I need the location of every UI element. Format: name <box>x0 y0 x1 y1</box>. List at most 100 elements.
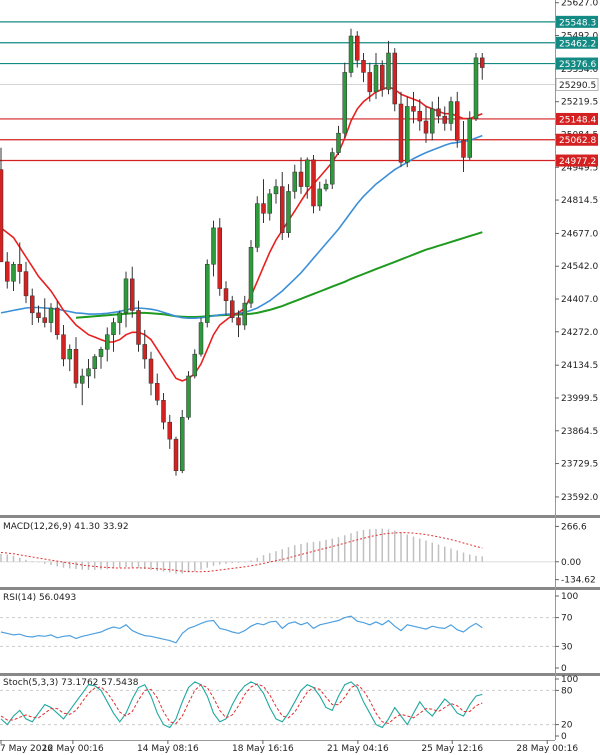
time-tick-label: 28 May 00:16 <box>516 744 578 754</box>
candle-body <box>173 438 179 471</box>
level-label-box <box>556 112 598 125</box>
panel-separator <box>0 515 600 518</box>
candle <box>411 91 416 124</box>
price-tick-label: 23864.5 <box>561 427 598 437</box>
candle <box>61 325 66 367</box>
candle-body <box>192 353 197 377</box>
panel-separator <box>0 673 600 676</box>
price-tick-label: 25492.0 <box>561 32 598 42</box>
candle <box>380 60 385 97</box>
candle <box>336 125 341 155</box>
candle <box>73 337 79 389</box>
candle-body <box>130 278 135 311</box>
time-tick-label: 25 May 12:16 <box>421 744 483 754</box>
macd-title: MACD(12,26,9) 41.30 33.92 <box>3 522 129 532</box>
candle-body <box>467 118 472 158</box>
candle-body <box>211 227 216 265</box>
candle-body <box>355 35 360 61</box>
time-tick-label: 18 May 16:16 <box>232 744 294 754</box>
candle-body <box>292 171 297 192</box>
candle-body <box>142 344 147 360</box>
candle-body <box>261 203 266 214</box>
candle <box>467 111 472 160</box>
candle-body <box>105 334 110 350</box>
candle-body <box>230 300 235 318</box>
price-tick-label: 25219.5 <box>561 98 598 108</box>
candle-body <box>217 227 222 289</box>
candle <box>186 371 191 420</box>
candle-body <box>236 317 241 326</box>
candle <box>367 62 372 102</box>
candle-body <box>423 120 429 134</box>
level-label: 25462.2 <box>559 39 596 49</box>
time-tick-label: 7 May 2026 <box>0 744 53 754</box>
candle <box>0 147 4 263</box>
candle <box>80 368 85 406</box>
rsi-tick-label: 100 <box>561 592 578 602</box>
candle <box>442 106 447 131</box>
candle-body <box>198 322 204 355</box>
level-label: 25062.8 <box>559 136 596 146</box>
level-label: 24977.2 <box>559 157 596 167</box>
candle-body <box>242 302 247 326</box>
candle <box>430 101 435 141</box>
candle-body <box>267 193 272 214</box>
candle-body <box>248 247 254 304</box>
candle <box>67 344 72 372</box>
price-tick-label: 24814.5 <box>561 196 598 206</box>
candle <box>267 189 272 221</box>
candle <box>211 220 216 277</box>
candle-body <box>455 101 460 141</box>
candle-body <box>180 417 185 471</box>
candle <box>261 179 266 223</box>
candle <box>455 91 460 148</box>
stoch-tick-label: 0 <box>561 732 567 742</box>
price-tick-label: 24542.0 <box>561 262 598 272</box>
level-label: 25548.3 <box>559 18 596 28</box>
candle-body <box>461 140 466 158</box>
rsi-tick-label: 30 <box>561 642 573 652</box>
macd-panel: MACD(12,26,9) 41.30 33.92 266.6 0.00 -134.… <box>0 522 596 586</box>
candle-body <box>367 72 372 93</box>
stoch-d-line <box>0 683 483 725</box>
candle <box>255 196 260 253</box>
current-price-box <box>555 78 599 91</box>
stoch-tick-label: 100 <box>561 675 578 685</box>
stoch-title: Stoch(5,3,3) 73.1762 57.5438 <box>3 678 139 688</box>
price-tick-label: 23729.5 <box>561 460 598 470</box>
price-tick-label: 24272.0 <box>561 328 598 338</box>
candle <box>448 96 454 131</box>
candle <box>323 179 329 192</box>
stoch-k-line <box>0 681 483 729</box>
candle-body <box>92 356 97 369</box>
candle <box>373 53 379 100</box>
macd-tick-label: 266.6 <box>561 522 587 532</box>
candle <box>111 317 116 352</box>
candle <box>248 240 254 308</box>
candle <box>405 96 410 168</box>
candle <box>292 164 297 199</box>
price-panel-bg <box>0 0 555 518</box>
candle <box>105 327 110 362</box>
candle-body <box>255 203 260 248</box>
candle <box>136 300 141 352</box>
level-label: 25148.4 <box>559 115 596 125</box>
candle <box>42 298 47 328</box>
candle-body <box>161 400 166 423</box>
candle-body <box>5 261 10 282</box>
candle <box>386 40 391 95</box>
current-price-label: 25290.5 <box>559 81 596 91</box>
candle-body <box>11 264 16 282</box>
time-tick-label: 14 May 08:16 <box>137 744 199 754</box>
candle-body <box>86 368 91 377</box>
level-label-box <box>556 154 598 167</box>
candle-body <box>286 191 291 233</box>
candle-body <box>80 375 85 384</box>
ma-slow-line <box>75 231 483 319</box>
candle <box>48 303 54 333</box>
candle-body <box>280 186 285 233</box>
price-tick-label: 23999.5 <box>561 394 598 404</box>
candle <box>98 346 104 369</box>
candle-body <box>380 64 385 90</box>
